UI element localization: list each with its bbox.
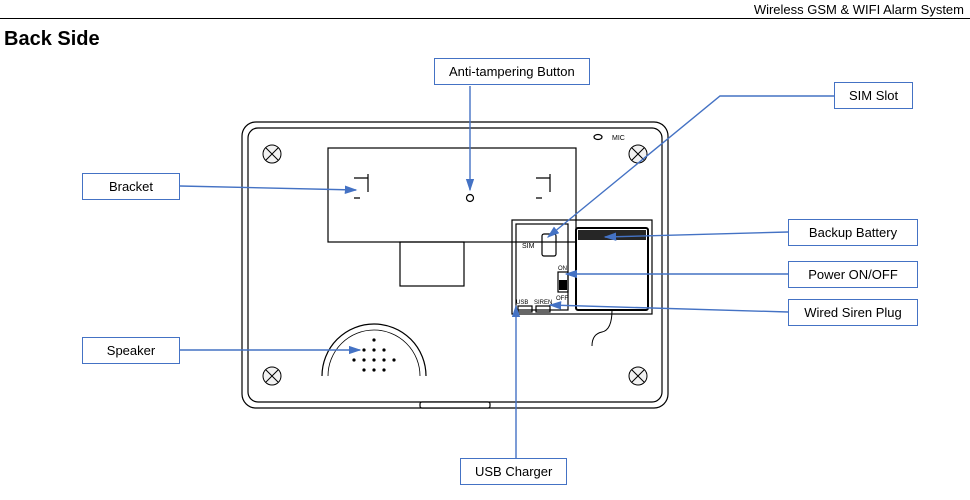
callout-wired-siren: Wired Siren Plug (788, 299, 918, 326)
header-divider (0, 18, 970, 19)
callout-sim-slot: SIM Slot (834, 82, 913, 109)
page-title: Back Side (4, 28, 100, 51)
callout-anti-tampering: Anti-tampering Button (434, 58, 590, 85)
callout-bracket: Bracket (82, 173, 180, 200)
sim-label: SIM (522, 243, 535, 250)
callout-usb-charger: USB Charger (460, 458, 567, 485)
device-diagram: MIC SIM ON OFF USB SIREN (240, 120, 670, 410)
siren-port-label: SIREN (534, 300, 552, 306)
on-label: ON (558, 266, 567, 272)
header-text: Wireless GSM & WIFI Alarm System (754, 2, 964, 17)
callout-speaker: Speaker (82, 337, 180, 364)
off-label: OFF (556, 296, 568, 302)
callout-power: Power ON/OFF (788, 261, 918, 288)
callout-backup-battery: Backup Battery (788, 219, 918, 246)
usb-port-label: USB (516, 300, 528, 306)
mic-label: MIC (612, 135, 625, 142)
